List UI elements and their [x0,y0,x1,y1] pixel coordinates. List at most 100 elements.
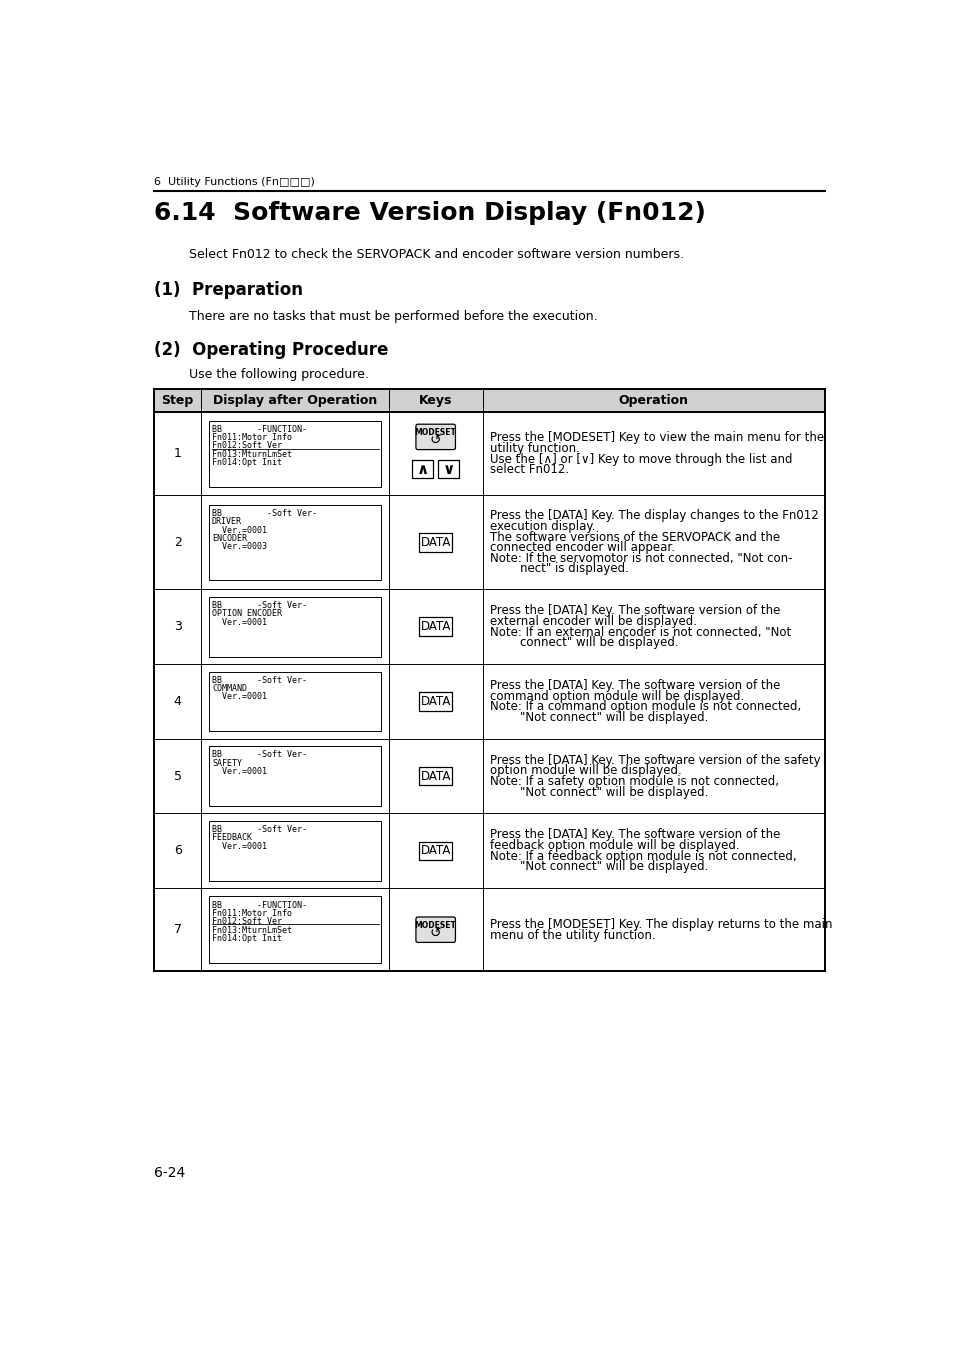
Text: 6: 6 [173,844,181,857]
Bar [438,460,458,478]
Text: Use the following procedure.: Use the following procedure. [189,369,369,381]
Text: Fn012:Soft Ver: Fn012:Soft Ver [212,441,281,451]
Text: Note: If a safety option module is not connected,: Note: If a safety option module is not c… [490,775,779,788]
Bar [412,460,433,478]
Text: Use the [∧] or [∨] Key to move through the list and: Use the [∧] or [∨] Key to move through t… [490,452,792,466]
Text: 5: 5 [173,769,181,783]
Bar [209,671,380,732]
Text: 2: 2 [173,536,181,549]
Text: Fn011:Motor Info: Fn011:Motor Info [212,433,292,441]
Text: external encoder will be displayed.: external encoder will be displayed. [490,614,697,628]
Text: ↺: ↺ [430,433,441,447]
Text: 6  Utility Functions (Fn□□□): 6 Utility Functions (Fn□□□) [154,177,314,186]
Text: BB       -FUNCTION-: BB -FUNCTION- [212,425,307,433]
Text: BB       -Soft Ver-: BB -Soft Ver- [212,825,307,834]
Text: SAFETY: SAFETY [212,759,242,768]
Text: option module will be displayed.: option module will be displayed. [490,764,681,778]
Text: Note: If a feedback option module is not connected,: Note: If a feedback option module is not… [490,849,796,863]
Text: 1: 1 [173,447,181,460]
Text: DATA: DATA [420,844,451,857]
Bar [209,821,380,880]
Text: ∨: ∨ [442,462,455,477]
FancyBboxPatch shape [416,917,455,942]
Text: 6-24: 6-24 [154,1166,185,1180]
Text: Press the [DATA] Key. The software version of the safety: Press the [DATA] Key. The software versi… [490,753,821,767]
Text: OPTION ENCODER: OPTION ENCODER [212,609,281,618]
Text: connected encoder will appear.: connected encoder will appear. [490,541,675,555]
Text: BB         -Soft Ver-: BB -Soft Ver- [212,509,316,518]
Bar [419,841,452,860]
Text: BB       -Soft Ver-: BB -Soft Ver- [212,751,307,760]
Text: Fn012:Soft Ver: Fn012:Soft Ver [212,917,281,926]
Text: execution display.: execution display. [490,520,596,533]
Text: Keys: Keys [418,394,452,408]
Text: Ver.=0001: Ver.=0001 [212,767,267,776]
Text: Press the [MODESET] Key. The display returns to the main: Press the [MODESET] Key. The display ret… [490,918,832,932]
Text: 4: 4 [173,695,181,707]
Text: Note: If the servomotor is not connected, "Not con-: Note: If the servomotor is not connected… [490,552,792,564]
Text: Note: If an external encoder is not connected, "Not: Note: If an external encoder is not conn… [490,625,791,639]
Text: Fn011:Motor Info: Fn011:Motor Info [212,909,292,918]
Text: nect" is displayed.: nect" is displayed. [490,563,629,575]
Text: Press the [DATA] Key. The display changes to the Fn012: Press the [DATA] Key. The display change… [490,509,819,522]
Text: select Fn012.: select Fn012. [490,463,569,477]
Text: Ver.=0001: Ver.=0001 [212,842,267,850]
Text: BB       -Soft Ver-: BB -Soft Ver- [212,676,307,684]
Text: Press the [DATA] Key. The software version of the: Press the [DATA] Key. The software versi… [490,679,780,693]
Bar [209,896,380,963]
Bar [419,693,452,710]
Text: Fn013:MturnLmSet: Fn013:MturnLmSet [212,450,292,459]
Text: ENCODER: ENCODER [212,535,247,543]
Text: command option module will be displayed.: command option module will be displayed. [490,690,744,702]
Text: Ver.=0001: Ver.=0001 [212,618,267,626]
Bar [154,389,823,412]
Text: "Not connect" will be displayed.: "Not connect" will be displayed. [490,786,708,798]
Text: 7: 7 [173,923,181,936]
Text: BB       -Soft Ver-: BB -Soft Ver- [212,601,307,610]
Text: Ver.=0001: Ver.=0001 [212,525,267,535]
Text: menu of the utility function.: menu of the utility function. [490,929,656,941]
Text: Operation: Operation [618,394,688,408]
Text: Press the [DATA] Key. The software version of the: Press the [DATA] Key. The software versi… [490,829,780,841]
Text: Note: If a command option module is not connected,: Note: If a command option module is not … [490,701,801,713]
Text: DRIVER: DRIVER [212,517,242,526]
Bar [209,747,380,806]
Text: "Not connect" will be displayed.: "Not connect" will be displayed. [490,711,708,724]
Text: Ver.=0003: Ver.=0003 [212,543,267,551]
Text: Fn014:Opt Init: Fn014:Opt Init [212,458,281,467]
Text: MODESET: MODESET [415,428,456,437]
Bar [209,597,380,656]
Text: COMMAND: COMMAND [212,684,247,693]
Text: FEEDBACK: FEEDBACK [212,833,252,842]
Text: Fn014:Opt Init: Fn014:Opt Init [212,934,281,942]
Text: DATA: DATA [420,536,451,549]
Text: Ver.=0001: Ver.=0001 [212,693,267,702]
Bar [209,505,380,580]
Text: "Not connect" will be displayed.: "Not connect" will be displayed. [490,860,708,873]
Text: BB       -FUNCTION-: BB -FUNCTION- [212,900,307,910]
Bar [209,421,380,487]
Text: ∧: ∧ [416,462,428,477]
Text: (1)  Preparation: (1) Preparation [154,281,303,300]
Text: ↺: ↺ [430,926,441,940]
Text: Press the [DATA] Key. The software version of the: Press the [DATA] Key. The software versi… [490,605,780,617]
Text: utility function.: utility function. [490,441,579,455]
Text: 6.14  Software Version Display (Fn012): 6.14 Software Version Display (Fn012) [154,201,705,225]
Text: There are no tasks that must be performed before the execution.: There are no tasks that must be performe… [189,310,597,323]
Text: DATA: DATA [420,620,451,633]
Text: DATA: DATA [420,769,451,783]
Text: Fn013:MturnLmSet: Fn013:MturnLmSet [212,926,292,934]
Text: Select Fn012 to check the SERVOPACK and encoder software version numbers.: Select Fn012 to check the SERVOPACK and … [189,248,683,262]
Bar [419,533,452,552]
Text: (2)  Operating Procedure: (2) Operating Procedure [154,340,388,359]
Text: DATA: DATA [420,695,451,707]
Text: Step: Step [161,394,193,408]
FancyBboxPatch shape [416,424,455,450]
Text: MODESET: MODESET [415,921,456,930]
Text: connect" will be displayed.: connect" will be displayed. [490,636,679,649]
Text: 3: 3 [173,620,181,633]
Text: feedback option module will be displayed.: feedback option module will be displayed… [490,838,740,852]
Text: Press the [MODESET] Key to view the main menu for the: Press the [MODESET] Key to view the main… [490,432,823,444]
Text: The software versions of the SERVOPACK and the: The software versions of the SERVOPACK a… [490,531,780,544]
Bar [419,767,452,786]
